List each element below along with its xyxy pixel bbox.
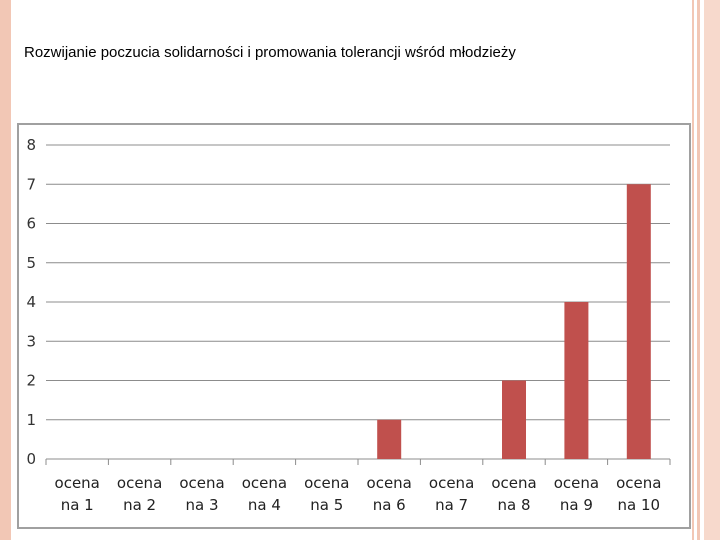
decorative-stripe-right [704,0,720,540]
x-category-label: na 8 [497,496,530,514]
slide-title: Rozwijanie poczucia solidarności i promo… [24,44,516,61]
bar [564,302,589,459]
x-category-label: na 2 [123,496,156,514]
y-tick-label: 0 [26,450,36,468]
x-category-label: ocena [367,474,412,492]
x-category-label: ocena [491,474,536,492]
x-category-label: ocena [554,474,599,492]
decorative-stripe-right [692,0,694,540]
x-category-label: ocena [242,474,287,492]
x-category-label: ocena [179,474,224,492]
y-tick-label: 7 [26,175,36,193]
y-tick-label: 6 [26,215,36,233]
x-category-label: ocena [117,474,162,492]
x-category-label: na 10 [618,496,661,514]
bar-chart: 0 1 2 3 4 5 6 7 8 ocena na 1 ocena na 2 ocena na 3 ocen… [26,136,671,514]
x-category-label: na 7 [435,496,468,514]
bar [377,419,402,459]
x-category-label: ocena [429,474,474,492]
x-category-label: na 6 [373,496,406,514]
x-category-label: ocena [55,474,100,492]
x-category-label: na 5 [310,496,343,514]
y-tick-label: 3 [26,332,36,350]
x-category-label: na 4 [248,496,281,514]
decorative-stripe-left [0,0,11,540]
bar [502,380,526,459]
y-tick-label: 8 [26,136,36,154]
y-tick-label: 5 [26,254,36,272]
bar [626,184,651,459]
x-category-label: na 1 [61,496,94,514]
y-tick-label: 2 [26,372,36,390]
decorative-stripe-right [697,0,700,540]
x-category-label: ocena [616,474,661,492]
chart-frame: 0 1 2 3 4 5 6 7 8 ocena na 1 ocena na 2 ocena na 3 ocen… [17,123,691,529]
x-category-label: na 9 [560,496,593,514]
x-category-label: ocena [304,474,349,492]
y-tick-label: 1 [26,411,36,429]
x-category-label: na 3 [185,496,218,514]
y-tick-label: 4 [26,293,36,311]
